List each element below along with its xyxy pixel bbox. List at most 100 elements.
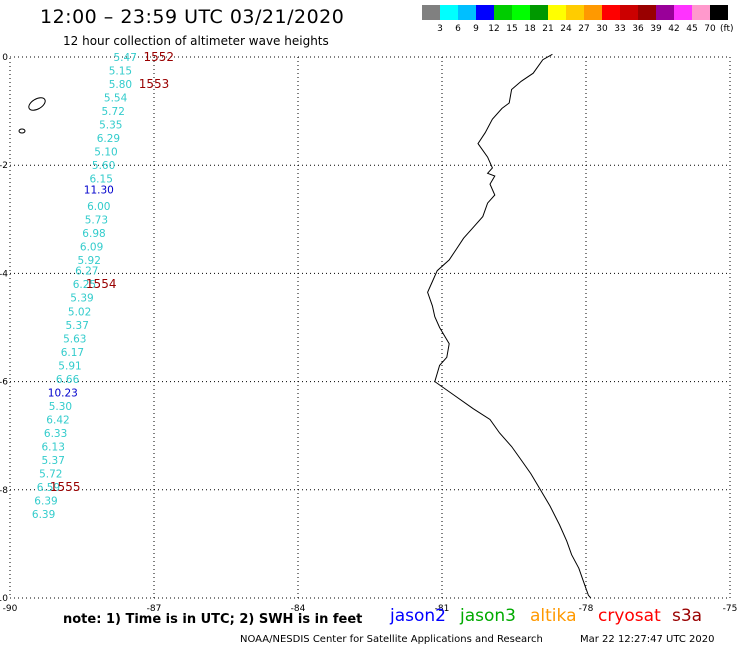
lon-tick-label: -81 — [435, 604, 450, 614]
wave-height-label: 6.09 — [80, 241, 103, 253]
colorbar-label: 12 — [488, 24, 500, 34]
wave-height-label: 5.37 — [42, 455, 65, 467]
wave-height-label: 6.13 — [42, 442, 65, 454]
satellite-label-jason2: jason2 — [390, 606, 446, 626]
wave-height-label: 5.39 — [70, 293, 93, 305]
map-title: 12:00 – 23:59 UTC 03/21/2020 — [40, 6, 345, 28]
colorbar-label: 6 — [455, 24, 461, 34]
wave-height-label: 5.47 — [114, 52, 137, 64]
colorbar-label: 27 — [578, 24, 590, 34]
map-subtitle: 12 hour collection of altimeter wave hei… — [63, 34, 329, 48]
lon-tick-label: -84 — [291, 604, 306, 614]
wave-height-label: 6.39 — [32, 509, 55, 521]
colorbar-swatch — [638, 5, 656, 20]
wave-height-label: 5.92 — [78, 255, 101, 267]
colorbar-label: 30 — [596, 24, 608, 34]
colorbar-label: 15 — [506, 24, 518, 34]
wave-height-label: 11.30 — [84, 185, 114, 197]
lon-tick-label: -87 — [147, 604, 162, 614]
wave-height-label: 5.72 — [39, 469, 62, 481]
wave-height-label: 6.17 — [61, 347, 84, 359]
wave-height-label: 5.15 — [109, 66, 132, 78]
map-frame — [9, 56, 731, 599]
timestamp: Mar 22 12:27:47 UTC 2020 — [580, 634, 715, 645]
colorbar-swatch — [656, 5, 674, 20]
island-outline — [28, 97, 46, 111]
wave-height-label: 5.02 — [68, 306, 91, 318]
wave-height-label: 5.35 — [99, 120, 122, 132]
wave-height-label: 6.33 — [44, 428, 67, 440]
wave-height-label: 6.39 — [34, 496, 57, 508]
colorbar-label: 9 — [473, 24, 479, 34]
wave-height-label: 6.15 — [90, 174, 113, 186]
satellite-label-altika: altika — [530, 606, 577, 626]
colorbar-label: 42 — [668, 24, 680, 34]
units-note: note: 1) Time is in UTC; 2) SWH is in fe… — [63, 612, 363, 627]
colorbar-swatch — [566, 5, 584, 20]
colorbar-swatch — [440, 5, 458, 20]
wave-height-label: 5.37 — [66, 320, 89, 332]
credit-footer: NOAA/NESDIS Center for Satellite Applica… — [240, 634, 543, 645]
lat-tick-label: -4 — [0, 269, 8, 279]
colorbar-label: 33 — [614, 24, 626, 34]
colorbar-swatch — [530, 5, 548, 20]
colorbar-swatch — [584, 5, 602, 20]
wave-height-label: 6.42 — [46, 414, 69, 426]
wave-height-label: 6.29 — [97, 133, 120, 145]
colorbar-swatch — [548, 5, 566, 20]
lat-tick-label: -6 — [0, 378, 8, 388]
colorbar-swatch — [458, 5, 476, 20]
colorbar-label: 3 — [437, 24, 443, 34]
wave-height-label: 5.73 — [85, 214, 108, 226]
colorbar-swatch — [602, 5, 620, 20]
lon-tick-label: -90 — [3, 604, 18, 614]
lat-tick-label: 0 — [2, 53, 8, 63]
wave-height-label: 6.98 — [82, 228, 105, 240]
colorbar-unit: (ft) — [720, 24, 734, 34]
colorbar-label: 36 — [632, 24, 644, 34]
colorbar-label: 45 — [686, 24, 698, 34]
colorbar-swatch — [674, 5, 692, 20]
colorbar-swatch — [692, 5, 710, 20]
colorbar-label: 70 — [704, 24, 716, 34]
colorbar-swatch — [494, 5, 512, 20]
colorbar-label: 18 — [524, 24, 536, 34]
colorbar-label: 24 — [560, 24, 572, 34]
colorbar-label: 21 — [542, 24, 554, 34]
colorbar-swatch — [512, 5, 530, 20]
colorbar-label: 39 — [650, 24, 662, 34]
wave-height-label: 6.25 — [73, 279, 96, 291]
wave-height-label: 5.60 — [92, 160, 115, 172]
satellite-label-cryosat: cryosat — [598, 606, 661, 626]
coastline — [427, 53, 592, 599]
satellite-label-jason3: jason3 — [460, 606, 516, 626]
lat-tick-label: -2 — [0, 161, 8, 171]
wave-height-label: 5.72 — [102, 106, 125, 118]
wave-height-label: 5.63 — [63, 333, 86, 345]
wave-height-label: 5.54 — [104, 93, 128, 105]
wave-height-label: 5.80 — [109, 79, 132, 91]
lat-tick-label: -10 — [0, 594, 8, 604]
wave-height-label: 6.27 — [75, 266, 98, 278]
colorbar-swatch — [710, 5, 728, 20]
lon-tick-label: -78 — [579, 604, 594, 614]
colorbar-swatch — [620, 5, 638, 20]
lat-tick-label: -8 — [0, 486, 8, 496]
lon-tick-label: -75 — [723, 604, 738, 614]
island-outline — [18, 128, 26, 134]
colorbar-swatch — [422, 5, 440, 20]
satellite-label-s3a: s3a — [672, 606, 703, 626]
pass-time-label: 1555 — [50, 480, 81, 494]
wave-height-label: 6.59 — [37, 482, 60, 494]
wave-height-label: 6.66 — [56, 374, 80, 386]
wave-height-label: 5.91 — [58, 360, 81, 372]
pass-time-label: 1553 — [139, 77, 170, 91]
wave-height-label: 10.23 — [48, 387, 78, 399]
wave-height-label: 5.30 — [49, 401, 72, 413]
wave-height-label: 5.10 — [94, 147, 117, 159]
pass-time-label: 1552 — [144, 50, 175, 64]
wave-height-label: 6.00 — [87, 201, 110, 213]
pass-time-label: 1554 — [86, 277, 117, 291]
colorbar-swatch — [476, 5, 494, 20]
